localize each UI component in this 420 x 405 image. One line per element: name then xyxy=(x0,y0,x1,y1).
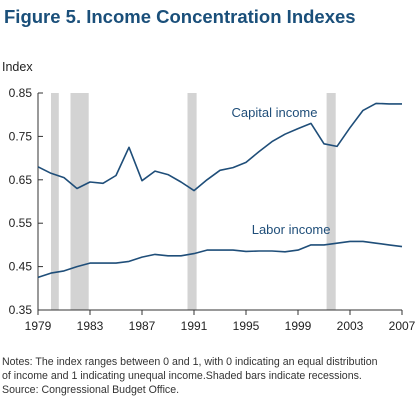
series-label-2: Labor income xyxy=(252,222,331,237)
x-tick-label: 1987 xyxy=(129,319,156,333)
figure-title: Figure 5. Income Concentration Indexes xyxy=(4,6,356,27)
x-tick-label: 1991 xyxy=(181,319,208,333)
x-tick-label: 2003 xyxy=(337,319,364,333)
y-tick-label: 0.85 xyxy=(9,86,33,100)
notes-line-1: Notes: The index ranges between 0 and 1,… xyxy=(2,356,378,368)
income-concentration-chart: 0.35 0.45 0.55 0.65 0.75 0.85 1979 1983 1987 1991… xyxy=(2,60,416,333)
chart-notes: Notes: The index ranges between 0 and 1,… xyxy=(2,355,418,397)
recession-bar-3 xyxy=(187,93,197,310)
recession-bar-4 xyxy=(326,93,336,310)
y-tick-label: 0.55 xyxy=(9,216,33,230)
y-axis-title: Index xyxy=(2,60,33,74)
x-tick-label: 1995 xyxy=(233,319,260,333)
y-tick-label: 0.35 xyxy=(9,303,33,317)
y-tick-label: 0.45 xyxy=(9,260,33,274)
x-tick-label: 1983 xyxy=(77,319,104,333)
recession-bar-1 xyxy=(51,93,59,310)
recession-bar-2 xyxy=(70,93,89,310)
series-line-1 xyxy=(37,102,402,192)
y-tick-label: 0.65 xyxy=(9,173,33,187)
axes xyxy=(37,92,403,315)
x-tick-label: 2007 xyxy=(389,319,416,333)
x-tick-label: 1979 xyxy=(25,319,52,333)
series-line-2 xyxy=(37,240,403,279)
recession-bars xyxy=(51,93,336,310)
y-tick-label: 0.75 xyxy=(9,129,33,143)
series-lines xyxy=(37,102,403,279)
labels: 0.35 0.45 0.55 0.65 0.75 0.85 1979 1983 1987 1991… xyxy=(2,60,416,333)
notes-line-2: of income and 1 indicating unequal incom… xyxy=(2,370,362,382)
series-label-1: Capital income xyxy=(232,105,318,120)
x-tick-label: 1999 xyxy=(285,319,312,333)
notes-source: Source: Congressional Budget Office. xyxy=(2,384,180,396)
